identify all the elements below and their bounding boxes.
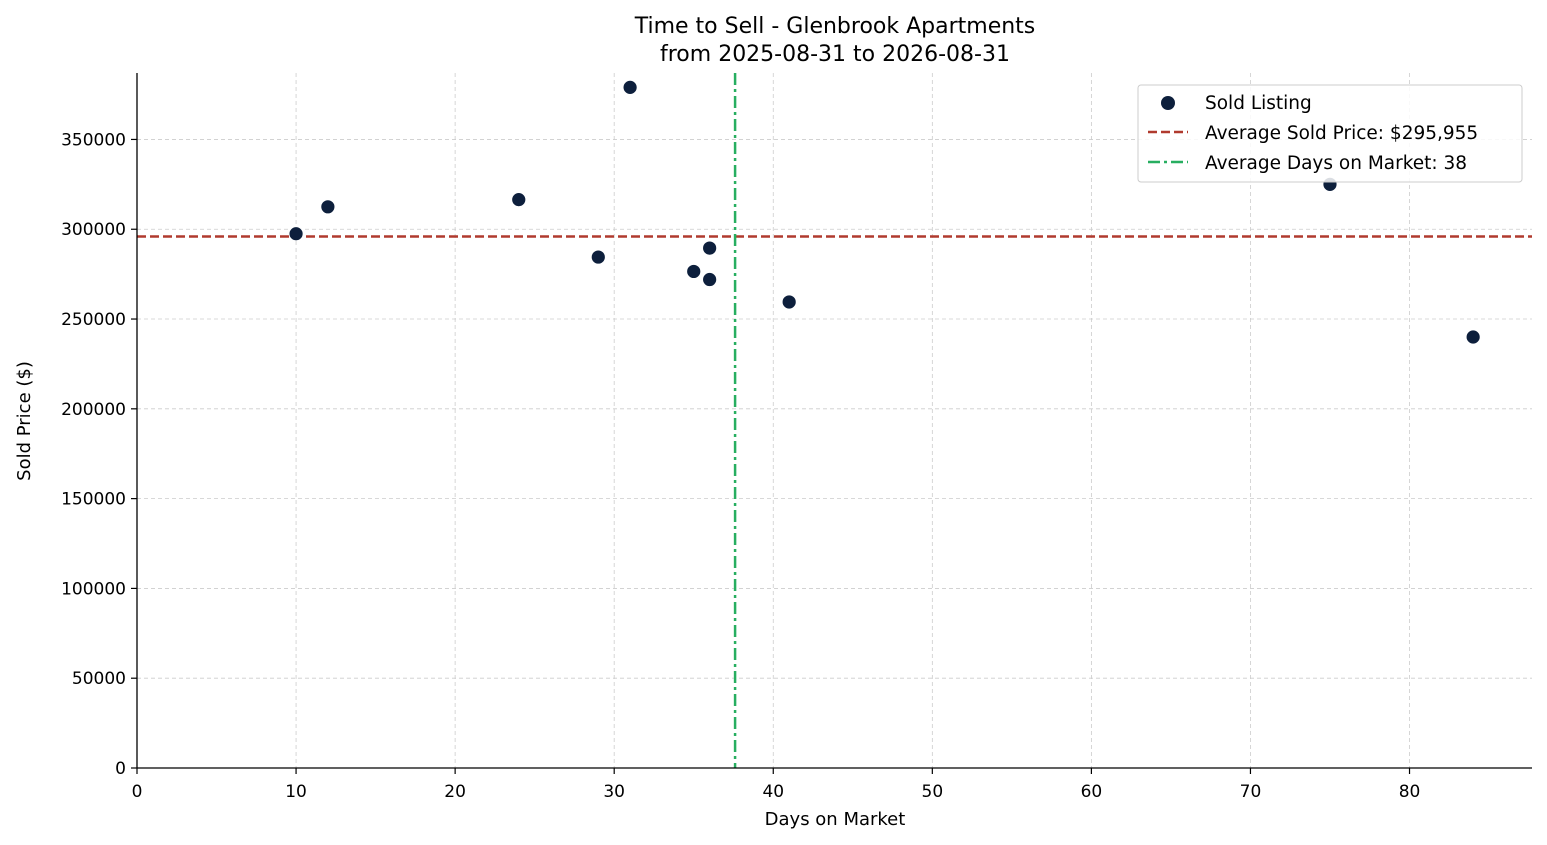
legend-label-average-days: Average Days on Market: 38 — [1205, 153, 1467, 174]
x-tick-label: 70 — [1240, 782, 1262, 802]
x-tick-label: 30 — [603, 782, 625, 802]
x-tick-label: 0 — [132, 782, 143, 802]
legend-box — [1137, 84, 1523, 183]
y-tick-label: 150000 — [61, 490, 126, 510]
legend-label-average-price: Average Sold Price: $295,955 — [1205, 123, 1478, 144]
x-tick-label: 80 — [1399, 782, 1421, 802]
x-tick-label: 50 — [922, 782, 944, 802]
data-point — [590, 249, 606, 265]
y-tick-label: 350000 — [61, 130, 126, 150]
legend-marker-sold-listing — [1161, 96, 1175, 110]
data-point — [288, 226, 304, 242]
y-ticks: 0 50000 100000 150000 200000 250000 300000 3500… — [61, 130, 137, 779]
data-point — [511, 192, 527, 208]
x-tick-label: 40 — [762, 782, 784, 802]
x-tick-label: 60 — [1081, 782, 1103, 802]
chart-title: Time to Sell - Glenbrook Apartments — [634, 14, 1036, 39]
data-point — [622, 79, 638, 95]
reference-lines — [137, 73, 1532, 768]
chart-subtitle: from 2025-08-31 to 2026-08-31 — [660, 42, 1010, 67]
axes — [136, 73, 1532, 769]
x-ticks: 0 10 20 30 40 50 60 70 80 — [132, 768, 1421, 802]
y-tick-label: 50000 — [72, 669, 126, 689]
y-tick-label: 300000 — [61, 220, 126, 240]
y-tick-label: 100000 — [61, 579, 126, 599]
data-point — [320, 199, 336, 215]
x-tick-label: 20 — [444, 782, 466, 802]
y-tick-label: 0 — [115, 759, 126, 779]
legend: Sold Listing Average Sold Price: $295,95… — [1137, 84, 1523, 183]
y-tick-label: 200000 — [61, 400, 126, 420]
data-point — [702, 272, 718, 287]
y-axis-label: Sold Price ($) — [14, 361, 35, 481]
data-point — [702, 240, 718, 256]
data-point — [1465, 329, 1481, 345]
y-tick-label: 250000 — [61, 310, 126, 330]
legend-label-sold-listing: Sold Listing — [1205, 93, 1312, 114]
x-tick-label: 10 — [285, 782, 307, 802]
data-point — [781, 294, 797, 310]
scatter-points — [288, 79, 1481, 345]
x-axis-label: Days on Market — [765, 809, 906, 830]
data-point — [686, 264, 702, 279]
